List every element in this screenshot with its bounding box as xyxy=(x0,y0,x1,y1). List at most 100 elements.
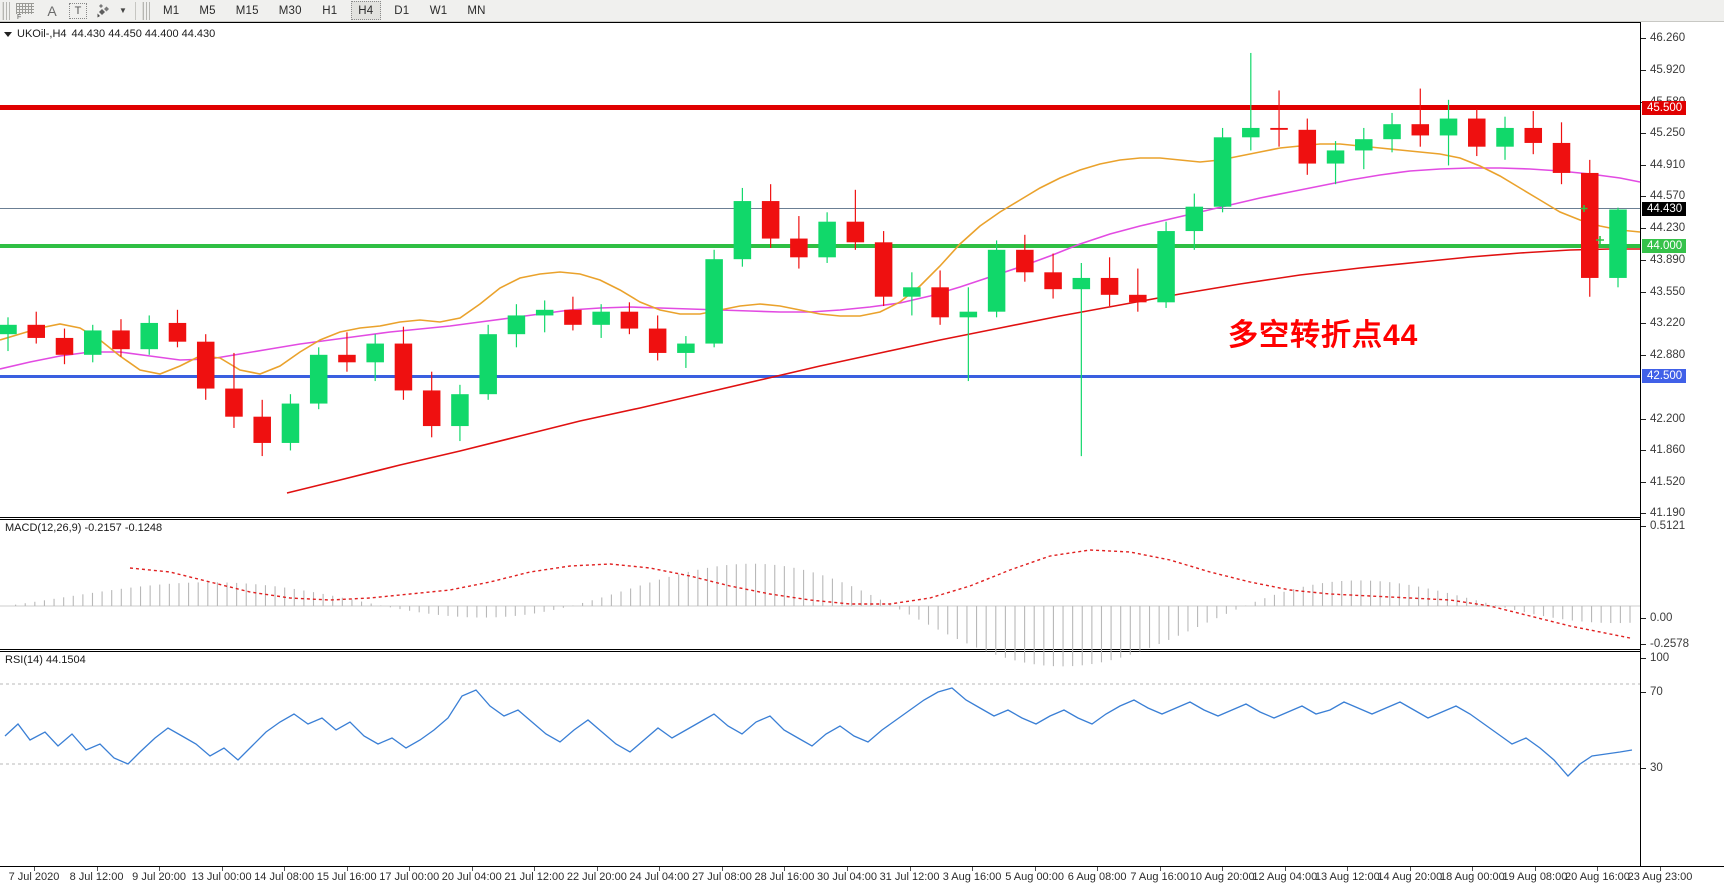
time-tick xyxy=(1534,867,1536,871)
candle-body xyxy=(1355,139,1373,151)
rsi-panel-top-border-2 xyxy=(0,651,1640,652)
crosshair-grid-icon[interactable] xyxy=(13,1,39,21)
chart-canvas-area[interactable]: UKOil-,H4 44.430 44.450 44.400 44.430 MA… xyxy=(0,22,1724,891)
time-axis-label: 12 Aug 04:00 xyxy=(1252,871,1318,883)
time-tick xyxy=(159,867,161,871)
candle-body xyxy=(818,221,836,258)
candle-body xyxy=(168,322,187,342)
time-tick xyxy=(1597,867,1599,871)
time-axis-label: 18 Aug 00:00 xyxy=(1439,871,1505,883)
candle-body xyxy=(959,311,978,318)
rsi-scale-tick: 100 xyxy=(1641,652,1669,664)
price-tick: 44.910 xyxy=(1641,159,1685,171)
candle-body xyxy=(1496,127,1514,147)
time-axis-label: 14 Jul 08:00 xyxy=(254,871,315,883)
time-tick xyxy=(1660,867,1661,871)
timeframe-h4[interactable]: H4 xyxy=(350,1,381,20)
time-axis-label: 8 Jul 12:00 xyxy=(69,871,124,883)
candle-body xyxy=(931,287,949,318)
candle-body xyxy=(1044,272,1062,290)
rsi-panel-label: RSI(14) 44.1504 xyxy=(5,654,86,666)
candle-body xyxy=(0,324,17,335)
time-axis-label: 27 Jul 08:00 xyxy=(691,871,752,883)
candle-body xyxy=(83,330,102,355)
candle-body xyxy=(112,330,130,350)
candle-body xyxy=(620,311,639,329)
macd-panel-label: MACD(12,26,9) -0.2157 -0.1248 xyxy=(5,522,163,534)
chart-menu-caret-icon[interactable] xyxy=(4,31,12,37)
current-price-label[interactable]: 44.430 xyxy=(1642,202,1687,216)
timeframe-m30[interactable]: M30 xyxy=(278,4,302,17)
candle-body xyxy=(677,343,695,353)
time-axis-label: 19 Aug 08:00 xyxy=(1502,871,1568,883)
time-tick xyxy=(34,867,35,871)
time-axis[interactable]: 7 Jul 2020 8 Jul 12:00 9 Jul 20:00 13 Jul 0… xyxy=(0,866,1724,891)
resistance-level-line[interactable] xyxy=(0,105,1640,110)
timeframe-d1[interactable]: D1 xyxy=(394,4,410,17)
candle-body xyxy=(761,201,780,239)
dropdown-caret-icon[interactable]: ▼ xyxy=(117,1,131,21)
timeframe-m5[interactable]: M5 xyxy=(199,4,216,17)
price-tick: 44.230 xyxy=(1641,222,1685,234)
text-object-icon[interactable]: T xyxy=(69,2,87,19)
timeframe-mn[interactable]: MN xyxy=(467,4,486,17)
indicators-icon[interactable] xyxy=(91,1,117,21)
candle-body xyxy=(903,287,921,297)
macd-scale-tick: 0.5121 xyxy=(1641,520,1685,532)
lower-support-price-label[interactable]: 42.500 xyxy=(1642,369,1687,383)
support-price-label[interactable]: 44.000 xyxy=(1642,239,1687,253)
timeframe-w1[interactable]: W1 xyxy=(429,4,448,17)
candle-body xyxy=(27,324,46,338)
text-object-glyph: T xyxy=(74,4,82,17)
time-tick xyxy=(659,867,661,871)
text-label-icon[interactable]: A xyxy=(39,1,65,21)
time-tick xyxy=(534,867,536,871)
candle-body xyxy=(1072,277,1091,290)
time-axis-label: 22 Jul 20:00 xyxy=(566,871,627,883)
lower-support-line[interactable] xyxy=(0,375,1640,378)
time-axis-label: 24 Jul 04:00 xyxy=(629,871,690,883)
candle-body xyxy=(1016,249,1034,273)
time-tick xyxy=(1034,867,1036,871)
candle-body xyxy=(535,309,554,316)
candle-body xyxy=(592,311,610,325)
indicators-glyph xyxy=(97,3,109,17)
candle-body xyxy=(1609,209,1627,278)
time-axis-label: 3 Aug 16:00 xyxy=(942,871,1002,883)
candle-body xyxy=(1580,172,1599,278)
price-tick: 42.880 xyxy=(1641,349,1685,361)
timeframe-m1[interactable]: M1 xyxy=(163,4,180,17)
time-tick xyxy=(1472,867,1474,871)
candle-body xyxy=(281,403,300,443)
candlesticks xyxy=(0,52,1627,457)
timeframe-grip[interactable] xyxy=(142,1,150,20)
toolbar-grip[interactable] xyxy=(2,1,10,20)
time-axis-label: 30 Jul 04:00 xyxy=(817,871,877,883)
price-scale[interactable]: 46.26045.92045.58045.25044.91044.57044.2… xyxy=(1641,22,1724,866)
price-tick: 43.890 xyxy=(1641,254,1685,266)
candle-body xyxy=(507,315,526,335)
timeframe-h1[interactable]: H1 xyxy=(322,4,338,17)
timeframe-m15[interactable]: M15 xyxy=(235,4,259,17)
candle-body xyxy=(1213,137,1232,207)
time-tick xyxy=(972,867,974,871)
candle-body xyxy=(1270,127,1288,130)
time-axis-label: 6 Aug 08:00 xyxy=(1067,871,1127,883)
time-axis-label: 15 Jul 16:00 xyxy=(316,871,377,883)
time-axis-label: 13 Jul 00:00 xyxy=(191,871,252,883)
candle-body xyxy=(790,238,808,258)
candle-body xyxy=(422,390,441,427)
macd-panel-top-border xyxy=(0,517,1640,518)
candle-body xyxy=(1468,118,1486,147)
macd-scale-tick: -0.2578 xyxy=(1641,638,1689,650)
macd-histogram xyxy=(15,563,1631,667)
macd-signal-line xyxy=(129,549,1631,639)
price-tick: 43.550 xyxy=(1641,286,1685,298)
text-label-glyph: A xyxy=(47,2,57,19)
candle-body xyxy=(1157,231,1175,303)
price-tick: 42.200 xyxy=(1641,413,1685,425)
resistance-price-label[interactable]: 45.500 xyxy=(1642,101,1687,115)
candle-body xyxy=(1185,206,1204,232)
time-axis-label: 20 Aug 16:00 xyxy=(1565,871,1630,883)
candle-body xyxy=(253,416,271,443)
